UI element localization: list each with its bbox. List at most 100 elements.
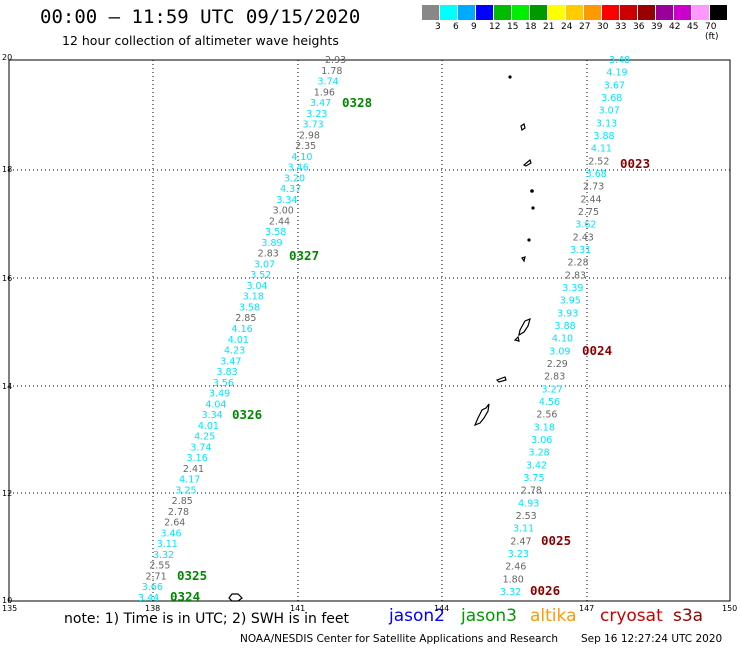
legend-swatch — [692, 5, 710, 20]
wave-height-value: 3.27 — [542, 384, 563, 395]
wave-height-value: 3.49 — [209, 389, 230, 400]
saipan-island — [518, 317, 531, 337]
wave-height-value: 3.31 — [570, 245, 591, 256]
wave-height-value: 3.52 — [250, 270, 271, 281]
wave-height-value: 2.55 — [149, 561, 170, 572]
wave-height-value: 3.88 — [593, 131, 614, 142]
pass-time-label: 0024 — [582, 343, 612, 358]
legend-swatch — [584, 5, 602, 20]
page-title: 00:00 — 11:59 UTC 09/15/2020 — [40, 6, 361, 28]
wave-height-value: 3.68 — [601, 93, 622, 104]
wave-height-value: 4.10 — [291, 152, 312, 163]
islands — [228, 75, 535, 602]
wave-height-value: 2.35 — [295, 141, 316, 152]
pass-time-label: 0325 — [177, 568, 207, 583]
wave-height-value: 3.68 — [586, 169, 607, 180]
rota-island — [495, 376, 507, 383]
wave-height-value: 2.52 — [588, 156, 609, 167]
pass-time-label: 0327 — [289, 248, 319, 263]
wave-height-value: 3.00 — [273, 206, 294, 217]
wave-height-value: 3.20 — [284, 173, 305, 184]
wave-height-value: 2.83 — [258, 249, 279, 260]
wave-height-value: 4.17 — [179, 475, 200, 486]
wave-height-value: 3.06 — [531, 435, 552, 446]
legend-swatch — [602, 5, 620, 20]
wave-height-value: 3.23 — [508, 549, 529, 560]
legend-label: 24 — [561, 22, 573, 32]
wave-height-value: 3.13 — [596, 118, 617, 129]
pass-time-label: 0025 — [541, 533, 571, 548]
wave-height-value: 3.44 — [138, 593, 159, 604]
track-east: 3.48 4.193.67 3.68 3.073.13 3.88 4.112.52 3.68… — [500, 55, 650, 598]
wave-height-value: 4.37 — [280, 184, 301, 195]
legend-label: 42 — [669, 22, 681, 32]
wave-height-value: 2.56 — [536, 410, 557, 421]
wave-height-value: 4.23 — [224, 346, 245, 357]
legend-swatch — [548, 5, 566, 20]
wave-height-value: 3.93 — [557, 308, 578, 319]
pass-time-label: 0023 — [620, 156, 650, 171]
wave-height-value: 2.64 — [164, 518, 185, 529]
wave-height-value: 2.46 — [505, 562, 526, 573]
wave-height-value: 3.47 — [220, 356, 241, 367]
wave-height-value: 3.58 — [239, 302, 260, 313]
wave-height-value: 2.85 — [235, 313, 256, 324]
legend-swatch — [674, 5, 692, 20]
legend-swatch — [710, 5, 728, 20]
legend-swatch — [620, 5, 638, 20]
wave-height-value: 4.10 — [552, 334, 573, 345]
wave-height-value: 4.01 — [228, 335, 249, 346]
wave-height-value: 2.78 — [168, 507, 189, 518]
lon-label-144: 144 — [434, 604, 449, 613]
legend-swatch — [638, 5, 656, 20]
wave-height-value: 3.16 — [187, 453, 208, 464]
wave-height-value: 3.11 — [513, 524, 534, 535]
wave-height-value: 3.48 — [609, 55, 630, 66]
wave-height-value: 2.78 — [521, 486, 542, 497]
lon-label-141: 141 — [290, 604, 305, 613]
wave-height-value: 3.67 — [604, 80, 625, 91]
legend-swatch — [494, 5, 512, 20]
wave-height-value: 4.56 — [539, 397, 560, 408]
wave-height-value: 3.32 — [500, 587, 521, 598]
legend-label: 39 — [651, 22, 663, 32]
lat-label-12: 12 — [2, 489, 12, 498]
legend-swatch — [530, 5, 548, 20]
wave-height-value: 3.46 — [288, 163, 309, 174]
wave-height-value: 2.98 — [299, 130, 320, 141]
legend-label: 45 — [687, 22, 699, 32]
wave-height-value: 2.29 — [547, 359, 568, 370]
wave-height-value: 3.28 — [529, 448, 550, 459]
legend-swatch — [440, 5, 458, 20]
legend-label: 15 — [507, 22, 519, 32]
wave-height-value: 1.96 — [314, 87, 335, 98]
wave-height-value: 2.83 — [565, 270, 586, 281]
wave-height-value: 4.01 — [198, 421, 219, 432]
lat-label-10: 10 — [2, 596, 12, 605]
legend-label: 18 — [525, 22, 537, 32]
legend-label: 3 — [435, 22, 441, 32]
wave-height-value: 3.07 — [599, 106, 620, 117]
wave-height-value: 2.85 — [172, 496, 193, 507]
legend-label: 12 — [489, 22, 501, 32]
lat-label-16: 16 — [2, 274, 12, 283]
sat-altika: altika — [530, 606, 577, 626]
wave-height-value: 3.23 — [306, 109, 327, 120]
wave-height-value: 3.95 — [560, 296, 581, 307]
wave-height-value: 4.19 — [606, 68, 627, 79]
wave-height-value: 2.53 — [516, 511, 537, 522]
wave-height-value: 3.46 — [160, 528, 181, 539]
pass-time-label: 0324 — [170, 589, 200, 604]
credit-line: NOAA/NESDIS Center for Satellite Applica… — [240, 633, 558, 645]
wave-height-value: 3.83 — [217, 367, 238, 378]
sat-jason3: jason3 — [461, 606, 517, 626]
yap-island — [228, 593, 243, 602]
wave-height-value: 3.42 — [526, 460, 547, 471]
footer-note: note: 1) Time is in UTC; 2) SWH is in fe… — [64, 611, 350, 627]
wave-height-value: 2.44 — [269, 216, 290, 227]
wave-height-value: 3.25 — [175, 485, 196, 496]
wave-height-value: 3.34 — [276, 195, 297, 206]
wave-height-value: 3.66 — [142, 582, 163, 593]
wave-height-value: 3.62 — [575, 220, 596, 231]
wave-height-value: 3.74 — [190, 442, 211, 453]
